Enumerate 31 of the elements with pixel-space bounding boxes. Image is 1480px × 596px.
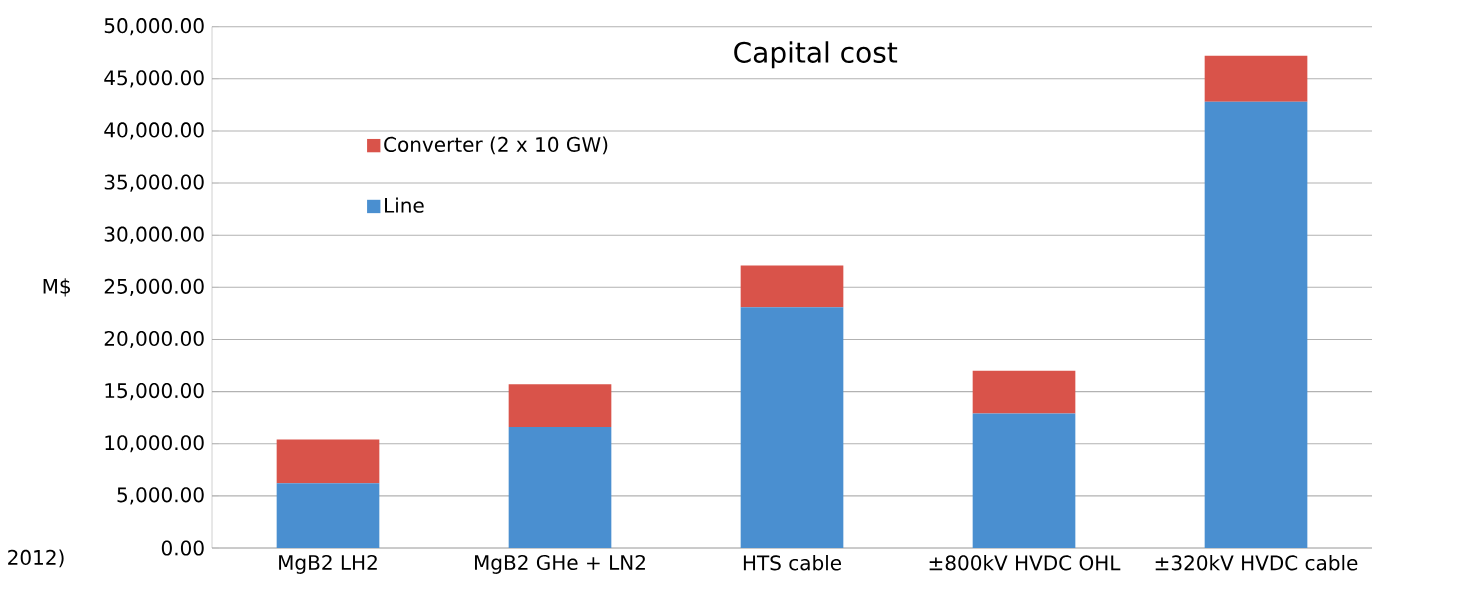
bar	[972, 413, 1076, 548]
y-tick-label: 10,000.00	[105, 435, 204, 453]
y-tick-label: 25,000.00	[104, 278, 204, 296]
y-tick-label: 40,000.00	[104, 122, 204, 140]
y-tick-label: 35,000.00	[104, 174, 204, 192]
legend-label: Converter (2 x 10 GW)	[384, 136, 608, 155]
bar	[276, 483, 380, 548]
bar	[740, 265, 844, 308]
x-tick-label: HTS cable	[743, 554, 841, 571]
bar	[276, 439, 380, 484]
y-tick-label: 20,000.00	[104, 330, 204, 349]
x-tick-label: ±320kV HVDC cable	[1155, 554, 1358, 571]
bar	[740, 307, 844, 548]
bar	[1204, 101, 1308, 548]
bar	[508, 427, 612, 548]
x-tick-label: ±800kV HVDC OHL	[929, 554, 1121, 571]
text: 2012)	[8, 549, 64, 568]
x-tick-label: MgB2 GHe + LN2	[475, 554, 645, 574]
y-tick-label: 0.00	[161, 540, 204, 556]
text: Capital cost	[734, 41, 898, 69]
y-axis-title: M$	[43, 278, 70, 297]
x-tick-label: MgB2 LH2	[279, 554, 377, 574]
y-tick-label: 45,000.00	[104, 70, 204, 88]
y-tick-label: 15,000.00	[105, 383, 204, 401]
y-tick-label: 50,000.00	[104, 18, 204, 36]
y-tick-label: 5,000.00	[117, 487, 204, 505]
bar	[972, 370, 1076, 414]
legend-label: Line	[385, 197, 424, 213]
y-tick-label: 30,000.00	[104, 226, 204, 244]
bar	[1204, 55, 1308, 102]
bar	[508, 384, 612, 428]
